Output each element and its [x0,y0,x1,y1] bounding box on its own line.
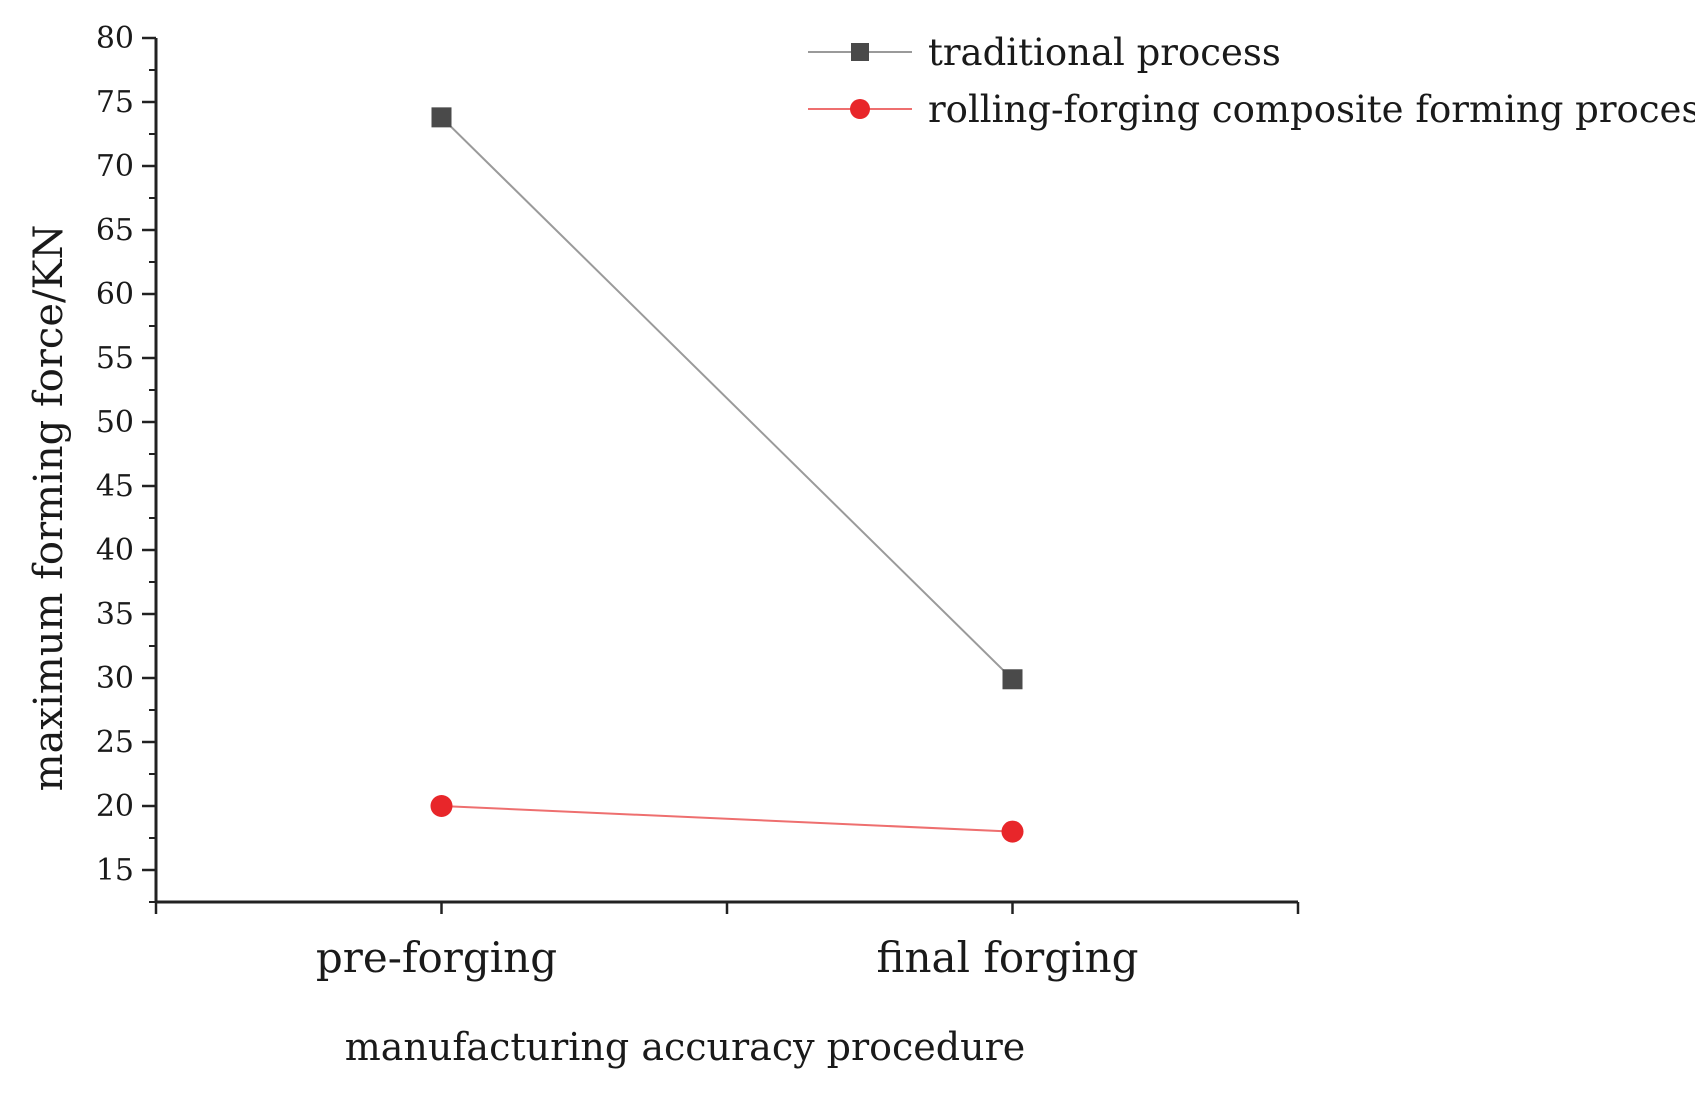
data-point-circle [1001,820,1024,843]
data-point-square [431,107,452,128]
legend-marker-square [851,43,869,61]
y-tick-label: 15 [96,853,134,888]
y-tick-label: 70 [96,149,134,184]
y-tick-label: 65 [96,213,134,248]
legend-marker-circle [850,99,870,119]
y-tick-label: 80 [96,21,134,56]
y-axis-title: maximum forming force/KN [26,225,72,792]
y-tick-label: 60 [96,277,134,312]
series-layer [430,107,1024,843]
y-tick-label: 20 [96,789,134,824]
series-line-2 [441,805,1013,833]
x-tick-label: pre-forging [316,933,557,982]
y-tick-label: 50 [96,405,134,440]
y-tick-label: 25 [96,725,134,760]
series-line-1 [440,116,1014,680]
data-point-square [1002,669,1023,690]
legend-label: rolling-forging composite forming proces… [928,88,1695,131]
legend: traditional process rolling-forging compo… [808,31,1695,131]
x-axis-title: manufacturing accuracy procedure [345,1025,1026,1069]
legend-label: traditional process [928,31,1281,74]
axes: 15 20 25 30 35 40 45 50 55 60 65 70 75 80 pre-forging f… [96,21,1300,982]
y-tick-label: 30 [96,661,134,696]
y-tick-label: 35 [96,597,134,632]
y-tick-label: 40 [96,533,134,568]
y-tick-label: 45 [96,469,134,504]
data-point-circle [430,795,453,817]
x-tick-label: final forging [876,933,1138,982]
y-tick-label: 75 [96,85,134,120]
y-tick-label: 55 [96,341,134,376]
